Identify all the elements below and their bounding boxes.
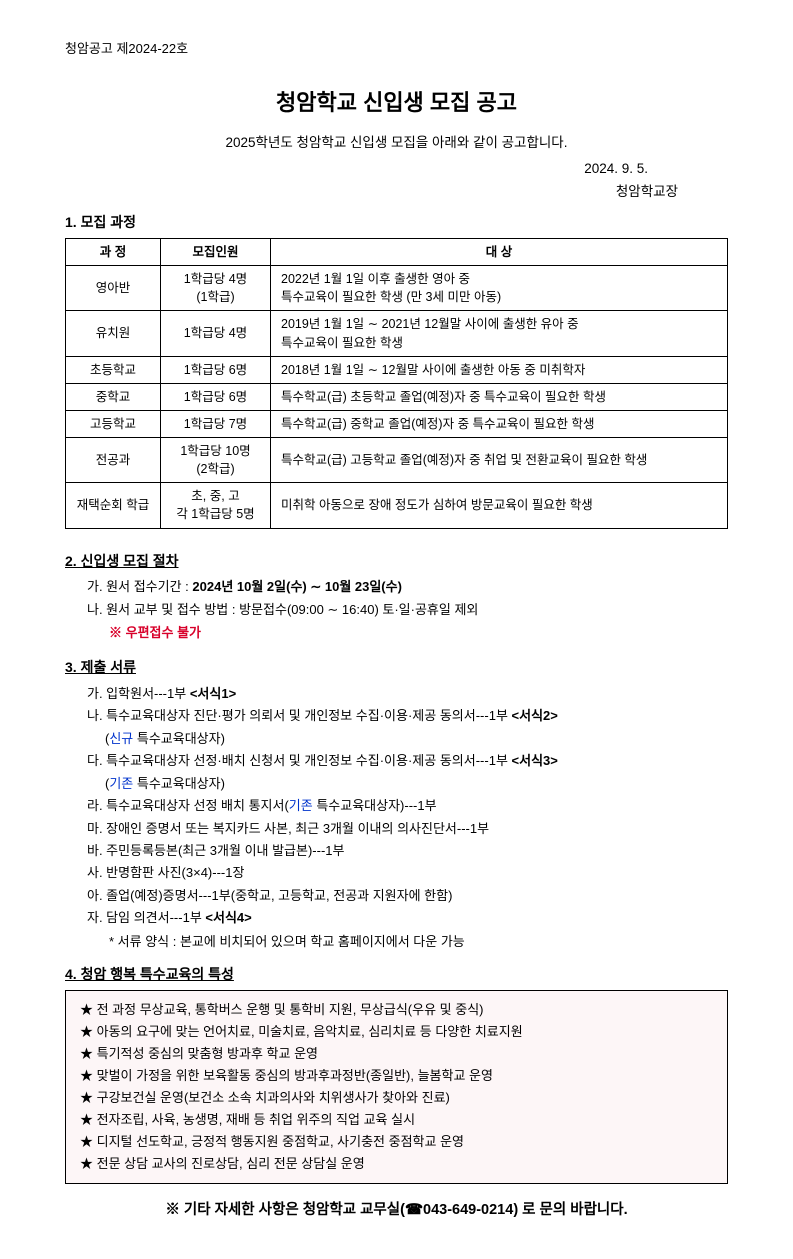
proc-warn: ※ 우편접수 불가 [109, 623, 728, 643]
cell-quota: 1학급당 4명 [161, 311, 271, 356]
footer-prefix: ※ 기타 자세한 사항은 청암학교 교무실( [165, 1202, 405, 1218]
cell-course: 재택순회 학급 [66, 483, 161, 528]
doc-text: 특수교육대상자) [133, 731, 225, 746]
table-row: 영아반1학급당 4명(1학급)2022년 1월 1일 이후 출생한 영아 중특수… [66, 266, 728, 311]
cell-quota: 1학급당 4명(1학급) [161, 266, 271, 311]
proc-a-period: 2024년 10월 2일(수) ∼ 10월 23일(수) [192, 579, 402, 594]
section2-heading: 2. 신입생 모집 절차 [65, 551, 728, 571]
feature-row: ★ 디지털 선도학교, 긍정적 행동지원 중점학교, 사기충전 중점학교 운영 [80, 1131, 713, 1153]
table-row: 중학교1학급당 6명특수학교(급) 초등학교 졸업(예정)자 중 특수교육이 필… [66, 383, 728, 410]
feature-row: ★ 구강보건실 운영(보건소 소속 치과의사와 치위생사가 찾아와 진료) [80, 1087, 713, 1109]
feature-row: ★ 전자조립, 사육, 농생명, 재배 등 취업 위주의 직업 교육 실시 [80, 1109, 713, 1131]
cell-target: 특수학교(급) 고등학교 졸업(예정)자 중 취업 및 전환교육이 필요한 학생 [271, 438, 728, 483]
form-tag: <서식3> [512, 753, 558, 768]
cell-quota: 1학급당 10명(2학급) [161, 438, 271, 483]
col-quota: 모집인원 [161, 239, 271, 266]
doc-item: 나. 특수교육대상자 진단·평가 의뢰서 및 개인정보 수집·이용·제공 동의서… [87, 705, 728, 726]
doc-text: 아. 졸업(예정)증명서---1부(중학교, 고등학교, 전공과 지원자에 한함… [87, 888, 452, 903]
footer-phone: 043-649-0214 [423, 1202, 513, 1218]
cell-target: 2022년 1월 1일 이후 출생한 영아 중특수교육이 필요한 학생 (만 3… [271, 266, 728, 311]
feature-row: ★ 전 과정 무상교육, 통학버스 운행 및 통학비 지원, 무상급식(우유 및… [80, 999, 713, 1021]
table-row: 재택순회 학급초, 중, 고각 1학급당 5명미취학 아동으로 장애 정도가 심… [66, 483, 728, 528]
doc-item: 다. 특수교육대상자 선정·배치 신청서 및 개인정보 수집·이용·제공 동의서… [87, 750, 728, 771]
doc-item: 바. 주민등록등본(최근 3개월 이내 발급본)---1부 [87, 840, 728, 861]
section4-heading: 4. 청암 행복 특수교육의 특성 [65, 964, 728, 984]
table-header-row: 과 정 모집인원 대 상 [66, 239, 728, 266]
cell-target: 미취학 아동으로 장애 정도가 심하여 방문교육이 필요한 학생 [271, 483, 728, 528]
cell-target: 특수학교(급) 초등학교 졸업(예정)자 중 특수교육이 필요한 학생 [271, 383, 728, 410]
doc-item: 사. 반명함판 사진(3×4)---1장 [87, 862, 728, 883]
docs-list: 가. 입학원서---1부 <서식1> 나. 특수교육대상자 진단·평가 의뢰서 및… [87, 683, 728, 929]
table-row: 유치원1학급당 4명2019년 1월 1일 ∼ 2021년 12월말 사이에 출… [66, 311, 728, 356]
cell-course: 영아반 [66, 266, 161, 311]
docs-note: * 서류 양식 : 본교에 비치되어 있으며 학교 홈페이지에서 다운 가능 [109, 931, 728, 950]
table-row: 초등학교1학급당 6명2018년 1월 1일 ∼ 12월말 사이에 출생한 아동… [66, 356, 728, 383]
col-course: 과 정 [66, 239, 161, 266]
courses-table: 과 정 모집인원 대 상 영아반1학급당 4명(1학급)2022년 1월 1일 … [65, 238, 728, 529]
footer-contact: ※ 기타 자세한 사항은 청암학교 교무실(☎043-649-0214) 로 문… [65, 1198, 728, 1219]
doc-number: 청암공고 제2024-22호 [65, 38, 728, 57]
cell-course: 중학교 [66, 383, 161, 410]
feature-row: ★ 맞벌이 가정을 위한 보육활동 중심의 방과후과정반(종일반), 늘봄학교 … [80, 1065, 713, 1087]
doc-date: 2024. 9. 5. [65, 161, 728, 176]
proc-line-b: 나. 원서 교부 및 접수 방법 : 방문접수(09:00 ∼ 16:40) 토… [87, 600, 728, 620]
table-row: 고등학교1학급당 7명특수학교(급) 중학교 졸업(예정)자 중 특수교육이 필… [66, 410, 728, 437]
feature-row: ★ 아동의 요구에 맞는 언어치료, 미술치료, 음악치료, 심리치료 등 다양… [80, 1021, 713, 1043]
cell-target: 2018년 1월 1일 ∼ 12월말 사이에 출생한 아동 중 미취학자 [271, 356, 728, 383]
doc-item: 마. 장애인 증명서 또는 복지카드 사본, 최근 3개월 이내의 의사진단서-… [87, 818, 728, 839]
cell-quota: 1학급당 7명 [161, 410, 271, 437]
doc-signer: 청암학교장 [65, 180, 728, 200]
phone-icon: ☎ [405, 1202, 423, 1218]
cell-course: 초등학교 [66, 356, 161, 383]
doc-item: 자. 담임 의견서---1부 <서식4> [87, 907, 728, 928]
doc-blue: 기존 [289, 798, 313, 813]
cell-course: 고등학교 [66, 410, 161, 437]
doc-subitem: (신규 특수교육대상자) [105, 728, 728, 749]
doc-item: 가. 입학원서---1부 <서식1> [87, 683, 728, 704]
cell-quota: 초, 중, 고각 1학급당 5명 [161, 483, 271, 528]
mail-warning: ※ 우편접수 불가 [109, 625, 201, 640]
doc-text: 특수교육대상자) [133, 776, 225, 791]
feature-row: ★ 전문 상담 교사의 진로상담, 심리 전문 상담실 운영 [80, 1153, 713, 1175]
doc-subitem: (기존 특수교육대상자) [105, 773, 728, 794]
cell-quota: 1학급당 6명 [161, 356, 271, 383]
doc-text: 바. 주민등록등본(최근 3개월 이내 발급본)---1부 [87, 843, 345, 858]
form-tag: <서식1> [190, 686, 236, 701]
section3-heading: 3. 제출 서류 [65, 657, 728, 677]
form-tag: <서식4> [205, 910, 251, 925]
cell-course: 전공과 [66, 438, 161, 483]
doc-blue: 신규 [109, 731, 133, 746]
feature-box: ★ 전 과정 무상교육, 통학버스 운행 및 통학비 지원, 무상급식(우유 및… [65, 990, 728, 1185]
doc-text: 가. 입학원서---1부 [87, 686, 190, 701]
proc-line-a: 가. 원서 접수기간 : 2024년 10월 2일(수) ∼ 10월 23일(수… [87, 577, 728, 597]
doc-blue: 기존 [109, 776, 133, 791]
doc-text: 나. 특수교육대상자 진단·평가 의뢰서 및 개인정보 수집·이용·제공 동의서… [87, 708, 512, 723]
cell-target: 특수학교(급) 중학교 졸업(예정)자 중 특수교육이 필요한 학생 [271, 410, 728, 437]
doc-item: 아. 졸업(예정)증명서---1부(중학교, 고등학교, 전공과 지원자에 한함… [87, 885, 728, 906]
doc-text: 라. 특수교육대상자 선정 배치 통지서( [87, 798, 289, 813]
doc-text: 마. 장애인 증명서 또는 복지카드 사본, 최근 3개월 이내의 의사진단서-… [87, 821, 489, 836]
footer-suffix: ) 로 문의 바랍니다. [513, 1202, 627, 1218]
form-tag: <서식2> [512, 708, 558, 723]
page-subtitle: 2025학년도 청암학교 신입생 모집을 아래와 같이 공고합니다. [65, 131, 728, 151]
doc-text: 특수교육대상자)---1부 [313, 798, 437, 813]
doc-text: 자. 담임 의견서---1부 [87, 910, 205, 925]
doc-text: 다. 특수교육대상자 선정·배치 신청서 및 개인정보 수집·이용·제공 동의서… [87, 753, 512, 768]
doc-text: 사. 반명함판 사진(3×4)---1장 [87, 865, 244, 880]
col-target: 대 상 [271, 239, 728, 266]
cell-target: 2019년 1월 1일 ∼ 2021년 12월말 사이에 출생한 유아 중특수교… [271, 311, 728, 356]
cell-course: 유치원 [66, 311, 161, 356]
document-page: 청암공고 제2024-22호 청암학교 신입생 모집 공고 2025학년도 청암… [0, 0, 793, 1259]
proc-a-prefix: 가. 원서 접수기간 : [87, 579, 192, 594]
doc-item: 라. 특수교육대상자 선정 배치 통지서(기존 특수교육대상자)---1부 [87, 795, 728, 816]
page-title: 청암학교 신입생 모집 공고 [65, 85, 728, 117]
table-row: 전공과1학급당 10명(2학급)특수학교(급) 고등학교 졸업(예정)자 중 취… [66, 438, 728, 483]
cell-quota: 1학급당 6명 [161, 383, 271, 410]
section1-heading: 1. 모집 과정 [65, 212, 728, 232]
feature-row: ★ 특기적성 중심의 맞춤형 방과후 학교 운영 [80, 1043, 713, 1065]
